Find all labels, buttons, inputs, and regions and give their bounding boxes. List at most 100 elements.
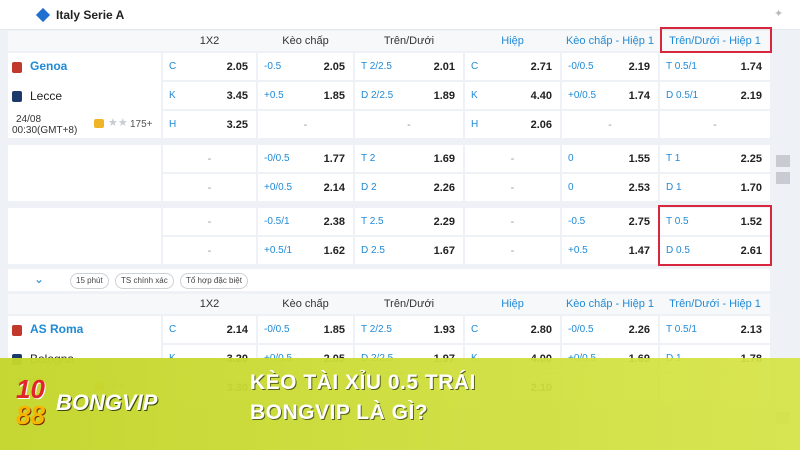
odds-price[interactable]: 2.13 <box>740 324 762 336</box>
odds-line[interactable]: +0.5 <box>264 90 284 101</box>
odds-cell <box>258 111 353 138</box>
logo-brand: BONGVIP <box>56 390 158 415</box>
odds-price[interactable]: 2.61 <box>740 245 762 257</box>
odds-cell <box>465 237 560 264</box>
side-icon[interactable] <box>776 155 790 167</box>
empty-odds: - <box>407 119 411 131</box>
pin-icon[interactable]: ✦ <box>774 8 784 20</box>
odds-cell <box>562 53 658 80</box>
empty-odds: - <box>207 216 212 228</box>
odds-line[interactable]: K <box>471 90 478 101</box>
odds-line[interactable]: D 2 <box>361 182 377 193</box>
odds-line[interactable]: -0.5 <box>264 61 282 72</box>
odds-line[interactable]: D 1 <box>666 182 682 193</box>
odds-price[interactable]: 2.26 <box>628 324 650 336</box>
odds-price[interactable]: 1.52 <box>740 216 762 228</box>
side-icon[interactable] <box>776 172 790 184</box>
odds-line[interactable]: H <box>169 119 177 130</box>
odds-line[interactable]: D 2.5 <box>361 245 385 256</box>
odds-price[interactable]: 2.14 <box>226 324 248 336</box>
odds-price[interactable]: 1.70 <box>740 182 762 194</box>
odds-price[interactable]: 2.19 <box>740 90 762 102</box>
odds-price[interactable]: 1.67 <box>433 245 455 257</box>
odds-line[interactable]: 0 <box>568 153 574 164</box>
odds-line[interactable]: -0/0.5 <box>264 153 290 164</box>
odds-price[interactable]: 2.14 <box>323 182 345 194</box>
odds-price[interactable]: 1.85 <box>323 90 345 102</box>
odds-price[interactable]: 1.74 <box>740 61 762 73</box>
tag-button[interactable]: TS chính xác <box>115 273 174 289</box>
odds-price[interactable]: 1.93 <box>433 324 455 336</box>
odds-line[interactable]: T 2/2.5 <box>361 324 392 335</box>
odds-price[interactable]: 2.80 <box>530 324 552 336</box>
empty-odds: - <box>510 153 515 165</box>
odds-line[interactable]: +0/0.5 <box>264 182 293 193</box>
odds-line[interactable]: T 0.5 <box>666 216 689 227</box>
odds-price[interactable]: 2.38 <box>323 216 345 228</box>
odds-line[interactable]: C <box>169 61 177 72</box>
odds-price[interactable]: 1.47 <box>628 245 650 257</box>
column-header: Kèo chấp - Hiệp 1 <box>565 298 655 310</box>
expand-icon[interactable]: ⌄ <box>34 272 45 286</box>
league-title[interactable]: Italy Serie A <box>56 8 125 22</box>
odds-line[interactable]: -0/0.5 <box>568 324 594 335</box>
odds-price[interactable]: 3.25 <box>226 119 248 131</box>
odds-line[interactable]: +0/0.5 <box>568 90 597 101</box>
odds-price[interactable]: 2.71 <box>530 61 552 73</box>
odds-price[interactable]: 2.05 <box>323 61 345 73</box>
odds-line[interactable]: T 2/2.5 <box>361 61 392 72</box>
odds-line[interactable]: T 2.5 <box>361 216 384 227</box>
star-icon[interactable]: ★★ <box>108 117 128 129</box>
odds-line[interactable]: T 2 <box>361 153 376 164</box>
odds-price[interactable]: 2.53 <box>628 182 650 194</box>
tag-button[interactable]: 15 phút <box>70 273 109 289</box>
market-count[interactable]: 175+ <box>130 119 153 130</box>
home-team[interactable]: AS Roma <box>30 322 84 336</box>
odds-price[interactable]: 2.01 <box>433 61 455 73</box>
odds-price[interactable]: 1.77 <box>323 153 345 165</box>
odds-line[interactable]: +0.5 <box>568 245 588 256</box>
odds-price[interactable]: 1.74 <box>628 90 650 102</box>
odds-line[interactable]: T 0.5/1 <box>666 324 697 335</box>
odds-price[interactable]: 2.05 <box>226 61 248 73</box>
match-time: 00:30(GMT+8) <box>12 125 78 136</box>
odds-line[interactable]: C <box>471 324 479 335</box>
odds-line[interactable]: K <box>169 90 176 101</box>
odds-price[interactable]: 1.55 <box>628 153 650 165</box>
odds-cell <box>562 82 658 109</box>
odds-cell <box>660 237 770 264</box>
odds-price[interactable]: 1.69 <box>433 153 455 165</box>
odds-line[interactable]: -0/0.5 <box>264 324 290 335</box>
odds-line[interactable]: 0 <box>568 182 574 193</box>
odds-line[interactable]: -0/0.5 <box>568 61 594 72</box>
odds-cell <box>258 208 353 235</box>
away-team[interactable]: Lecce <box>30 89 63 103</box>
odds-line[interactable]: D 0.5/1 <box>666 90 699 101</box>
odds-price[interactable]: 2.26 <box>433 182 455 194</box>
column-header: 1X2 <box>199 298 220 310</box>
odds-line[interactable]: H <box>471 119 479 130</box>
tag-button[interactable]: Tổ hợp đặc biệt <box>180 273 248 289</box>
odds-line[interactable]: T 0.5/1 <box>666 61 697 72</box>
column-header: Hiệp <box>501 298 524 310</box>
odds-line[interactable]: C <box>471 61 479 72</box>
odds-line[interactable]: C <box>169 324 177 335</box>
odds-line[interactable]: T 1 <box>666 153 681 164</box>
odds-line[interactable]: -0.5 <box>568 216 586 227</box>
odds-price[interactable]: 2.75 <box>628 216 650 228</box>
odds-line[interactable]: +0.5/1 <box>264 245 293 256</box>
odds-price[interactable]: 1.89 <box>433 90 455 102</box>
odds-price[interactable]: 2.06 <box>530 119 552 131</box>
odds-price[interactable]: 2.29 <box>433 216 455 228</box>
stats-icon[interactable] <box>94 119 104 128</box>
odds-line[interactable]: D 2/2.5 <box>361 90 394 101</box>
odds-price[interactable]: 1.85 <box>323 324 345 336</box>
home-team[interactable]: Genoa <box>30 59 68 73</box>
odds-line[interactable]: D 0.5 <box>666 245 690 256</box>
odds-line[interactable]: -0.5/1 <box>264 216 290 227</box>
odds-price[interactable]: 1.62 <box>323 245 345 257</box>
odds-price[interactable]: 2.19 <box>628 61 650 73</box>
odds-price[interactable]: 2.25 <box>740 153 762 165</box>
odds-price[interactable]: 4.40 <box>530 90 552 102</box>
odds-price[interactable]: 3.45 <box>226 90 248 102</box>
